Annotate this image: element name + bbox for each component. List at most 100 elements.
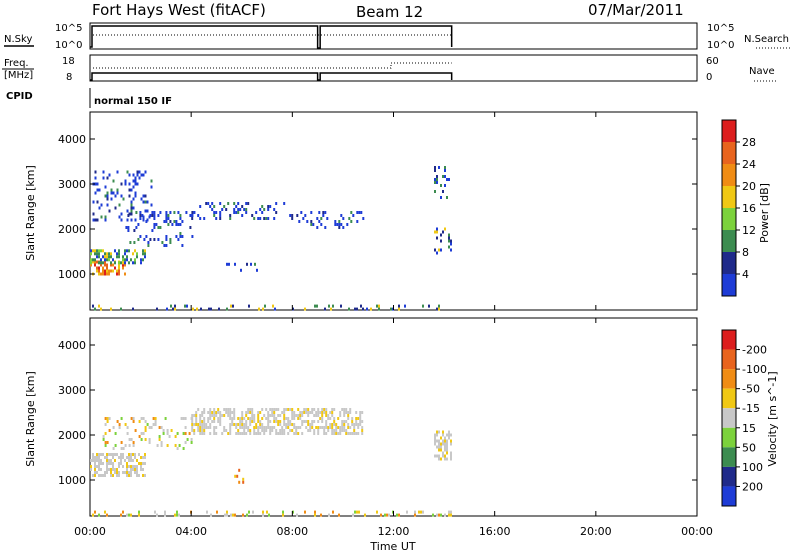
echo-cell bbox=[315, 414, 318, 417]
echo-cell bbox=[146, 200, 149, 204]
echo-cell bbox=[233, 208, 236, 211]
echo-cell bbox=[122, 510, 124, 514]
echo-cell bbox=[380, 513, 382, 517]
echo-cell bbox=[106, 197, 109, 201]
echo-cell bbox=[165, 235, 168, 238]
echo-cell bbox=[317, 411, 320, 414]
echo-cell bbox=[124, 263, 126, 267]
nsky-line bbox=[90, 25, 453, 49]
echo-cell bbox=[122, 456, 124, 459]
echo-cell bbox=[165, 238, 168, 241]
echo-cell bbox=[340, 304, 342, 308]
echo-cell bbox=[100, 468, 102, 471]
echo-cell bbox=[320, 223, 323, 226]
echo-cell bbox=[144, 249, 146, 253]
echo-cell bbox=[444, 442, 446, 446]
echo-cell bbox=[396, 513, 398, 517]
echo-cell bbox=[221, 432, 224, 435]
echo-cell bbox=[191, 217, 194, 220]
echo-cell bbox=[124, 252, 126, 256]
echo-cell bbox=[263, 429, 266, 432]
echo-cell bbox=[92, 260, 94, 264]
echo-cell bbox=[311, 408, 314, 411]
echo-cell bbox=[348, 217, 351, 220]
echo-cell bbox=[108, 272, 110, 276]
echo-cell bbox=[96, 200, 99, 204]
echo-cell bbox=[104, 272, 106, 276]
echo-cell bbox=[224, 513, 226, 517]
echo-cell bbox=[141, 214, 144, 217]
echo-cell bbox=[116, 453, 118, 456]
echo-cell bbox=[434, 181, 436, 184]
echo-cell bbox=[98, 304, 100, 308]
echo-cell bbox=[259, 423, 262, 426]
nsearch-label: N.Search bbox=[744, 34, 789, 45]
echo-cell bbox=[151, 229, 154, 232]
echo-cell bbox=[341, 429, 344, 432]
echo-cell bbox=[134, 456, 136, 459]
echo-cell bbox=[138, 462, 140, 465]
echo-cell bbox=[132, 261, 134, 265]
echo-cell bbox=[434, 166, 436, 169]
echo-cell bbox=[333, 420, 336, 423]
echo-cell bbox=[142, 173, 145, 177]
echo-cell bbox=[118, 272, 120, 276]
colorbar-tick-label: 50 bbox=[742, 441, 756, 454]
echo-cell bbox=[211, 208, 214, 211]
echo-cell bbox=[243, 426, 246, 429]
echo-cell bbox=[193, 211, 196, 214]
echo-cell bbox=[350, 211, 353, 214]
echo-cell bbox=[313, 429, 316, 432]
echo-cell bbox=[448, 239, 450, 243]
echo-cell bbox=[261, 423, 264, 426]
echo-cell bbox=[242, 513, 244, 517]
echo-cell bbox=[241, 411, 244, 414]
echo-cell bbox=[165, 211, 168, 214]
echo-cell bbox=[247, 429, 250, 432]
echo-cell bbox=[233, 423, 236, 426]
echo-cell bbox=[156, 307, 158, 311]
echo-cell bbox=[440, 239, 442, 243]
echo-cell bbox=[318, 211, 321, 214]
echo-cell bbox=[100, 462, 102, 465]
echo-cell bbox=[176, 447, 179, 450]
echo-cell bbox=[310, 220, 313, 223]
echo-cell bbox=[283, 414, 286, 417]
echo-cell bbox=[436, 236, 438, 240]
echo-cell bbox=[230, 513, 232, 517]
echo-cell bbox=[237, 211, 240, 214]
echo-cell bbox=[132, 444, 135, 447]
echo-cell bbox=[140, 197, 143, 201]
echo-cell bbox=[269, 205, 272, 208]
echo-cell bbox=[159, 226, 162, 229]
echo-cell bbox=[130, 438, 133, 441]
nsky-series bbox=[90, 25, 453, 49]
echo-cell bbox=[96, 252, 98, 256]
echo-cell bbox=[136, 255, 138, 259]
echo-cell bbox=[132, 468, 134, 471]
echo-cell bbox=[283, 202, 286, 205]
echo-cell bbox=[118, 255, 120, 259]
echo-cell bbox=[134, 182, 137, 186]
echo-cell bbox=[96, 218, 99, 222]
echo-cell bbox=[444, 454, 446, 458]
echo-cell bbox=[203, 217, 206, 220]
echo-cell bbox=[124, 471, 126, 474]
freq-left-tick-top: 18 bbox=[62, 56, 75, 67]
echo-cell bbox=[98, 188, 101, 192]
echo-cell bbox=[201, 432, 204, 435]
echo-cell bbox=[130, 203, 133, 207]
echo-cell bbox=[133, 229, 136, 232]
echo-cell bbox=[406, 510, 408, 514]
echo-cell bbox=[291, 423, 294, 426]
echo-cell bbox=[134, 465, 136, 468]
echo-cell bbox=[339, 414, 342, 417]
echo-cell bbox=[219, 423, 222, 426]
echo-cell bbox=[442, 230, 444, 234]
echo-cell bbox=[438, 304, 440, 308]
echo-cell bbox=[124, 444, 127, 447]
echo-cell bbox=[349, 408, 352, 411]
echo-cell bbox=[118, 423, 121, 426]
echo-cell bbox=[275, 408, 278, 411]
echo-cell bbox=[337, 426, 340, 429]
